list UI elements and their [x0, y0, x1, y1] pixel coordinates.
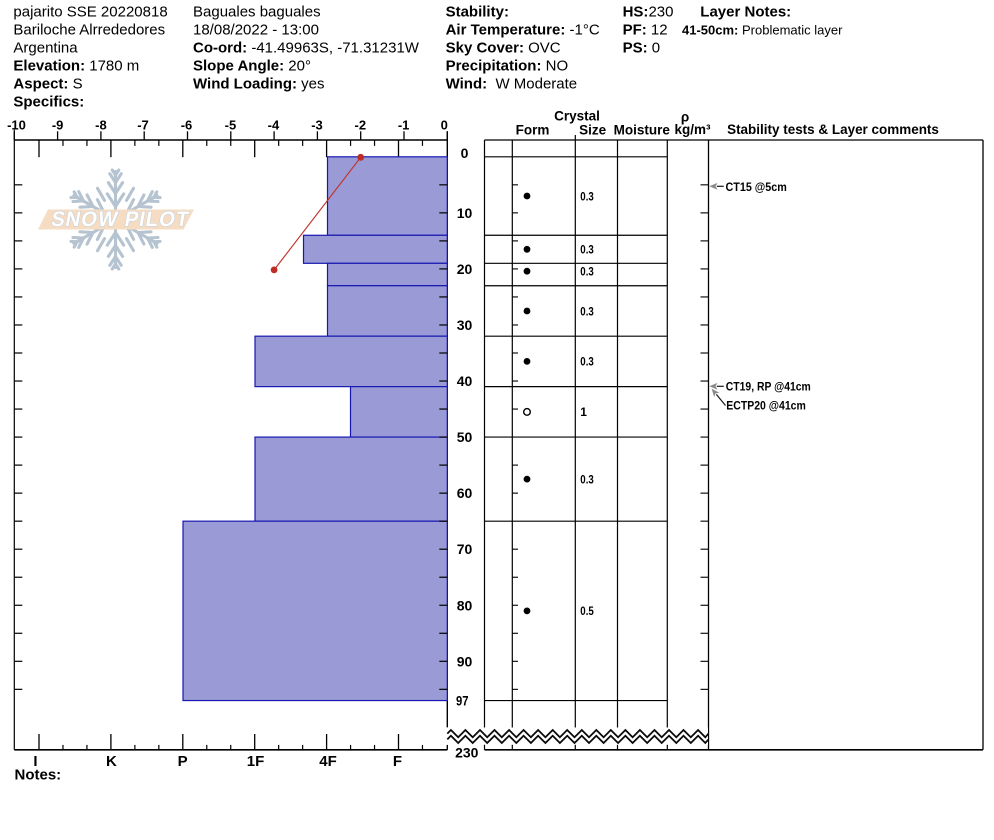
- svg-text:Air Temperature: -1°C: Air Temperature: -1°C: [446, 22, 600, 39]
- svg-text:Notes:: Notes:: [15, 766, 62, 783]
- svg-text:Bariloche Alrrededores: Bariloche Alrrededores: [13, 22, 165, 39]
- svg-text:0: 0: [441, 118, 448, 133]
- svg-text:PF: 12: PF: 12: [623, 22, 668, 39]
- svg-text:1: 1: [580, 405, 587, 419]
- svg-text:Baguales baguales: Baguales baguales: [193, 4, 321, 21]
- svg-text:0.3: 0.3: [580, 243, 594, 257]
- svg-text:-4: -4: [268, 118, 280, 133]
- svg-text:F: F: [393, 753, 402, 770]
- svg-text:-6: -6: [181, 118, 193, 133]
- svg-text:60: 60: [457, 485, 473, 501]
- svg-text:Aspect: S: Aspect: S: [13, 76, 82, 93]
- svg-text:0.5: 0.5: [580, 604, 594, 618]
- svg-text:ρ: ρ: [681, 110, 689, 125]
- svg-text:Specifics:: Specifics:: [13, 94, 84, 111]
- svg-text:-10: -10: [7, 118, 26, 133]
- svg-text:41-50cm: Problematic layer: 41-50cm: Problematic layer: [682, 23, 843, 38]
- svg-text:Stability:: Stability:: [446, 4, 509, 21]
- svg-text:Moisture: Moisture: [614, 123, 671, 138]
- svg-text:Precipitation: NO: Precipitation: NO: [446, 58, 569, 75]
- svg-text:-8: -8: [95, 118, 107, 133]
- svg-text:40: 40: [457, 373, 473, 389]
- svg-text:230: 230: [455, 745, 479, 761]
- svg-text:HS:230: HS:230: [623, 4, 674, 21]
- svg-text:10: 10: [457, 205, 473, 221]
- svg-text:I: I: [33, 753, 37, 770]
- svg-text:Wind Loading: yes: Wind Loading: yes: [193, 76, 325, 93]
- svg-text:Wind: W Moderate: Wind: W Moderate: [446, 76, 578, 93]
- svg-text:4F: 4F: [319, 753, 337, 770]
- svg-text:Layer Notes:: Layer Notes:: [700, 4, 791, 21]
- svg-text:Slope Angle: 20°: Slope Angle: 20°: [193, 58, 311, 75]
- svg-text:50: 50: [457, 429, 473, 445]
- svg-text:PS: 0: PS: 0: [623, 40, 661, 57]
- svg-text:18/08/2022 - 13:00: 18/08/2022 - 13:00: [193, 22, 319, 39]
- svg-text:0.3: 0.3: [580, 472, 594, 486]
- svg-text:-3: -3: [311, 118, 323, 133]
- svg-text:P: P: [178, 753, 188, 770]
- svg-text:ECTP20 @41cm: ECTP20 @41cm: [726, 398, 806, 412]
- svg-text:-7: -7: [137, 118, 149, 133]
- svg-text:80: 80: [457, 597, 473, 613]
- svg-text:0.3: 0.3: [580, 189, 594, 203]
- svg-text:0: 0: [461, 145, 469, 161]
- svg-text:Size: Size: [579, 123, 607, 138]
- svg-text:1F: 1F: [247, 753, 265, 770]
- svg-text:CT19, RP @41cm: CT19, RP @41cm: [726, 380, 811, 394]
- svg-text:90: 90: [457, 653, 473, 669]
- svg-text:Crystal: Crystal: [554, 109, 600, 124]
- svg-text:SNOW PILOT: SNOW PILOT: [49, 208, 191, 231]
- svg-text:kg/m³: kg/m³: [674, 122, 711, 137]
- svg-text:K: K: [106, 753, 117, 770]
- svg-text:70: 70: [457, 541, 473, 557]
- svg-text:20: 20: [457, 261, 473, 277]
- svg-text:-5: -5: [225, 118, 237, 133]
- svg-text:0.3: 0.3: [580, 304, 594, 318]
- svg-text:-2: -2: [355, 118, 367, 133]
- svg-text:30: 30: [457, 317, 473, 333]
- svg-text:pajarito SSE 20220818: pajarito SSE 20220818: [13, 4, 167, 21]
- svg-text:Sky Cover: OVC: Sky Cover: OVC: [446, 40, 561, 57]
- svg-text:CT15 @5cm: CT15 @5cm: [726, 180, 787, 194]
- svg-text:-9: -9: [52, 118, 64, 133]
- svg-text:0.3: 0.3: [580, 265, 594, 279]
- svg-text:Elevation: 1780 m: Elevation: 1780 m: [13, 58, 139, 75]
- svg-text:-1: -1: [398, 118, 410, 133]
- svg-text:Form: Form: [516, 123, 550, 138]
- svg-text:97: 97: [456, 693, 469, 709]
- svg-text:Co-ord: -41.49963S, -71.31231W: Co-ord: -41.49963S, -71.31231W: [193, 40, 420, 57]
- svg-text:Argentina: Argentina: [13, 40, 78, 57]
- svg-text:Stability tests & Layer commen: Stability tests & Layer comments: [727, 121, 939, 137]
- svg-text:0.3: 0.3: [580, 355, 594, 369]
